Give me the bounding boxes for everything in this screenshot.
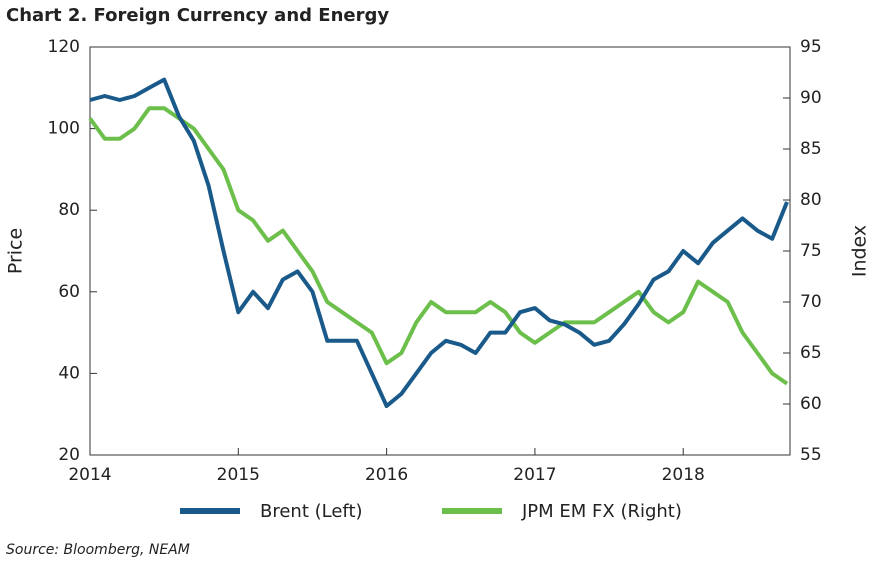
y-tick-label: 120 bbox=[48, 37, 80, 57]
y2-tick-label: 60 bbox=[800, 394, 822, 414]
legend-label: JPM EM FX (Right) bbox=[521, 501, 682, 522]
x-tick-label: 2014 bbox=[68, 465, 111, 485]
y2-axis-label: Index bbox=[849, 225, 871, 277]
y2-tick-label: 80 bbox=[800, 190, 822, 210]
y-tick-label: 40 bbox=[58, 363, 80, 383]
y-tick-label: 20 bbox=[58, 445, 80, 465]
x-tick-label: 2015 bbox=[217, 465, 260, 485]
y-tick-label: 60 bbox=[58, 282, 80, 302]
y2-tick-label: 85 bbox=[800, 139, 822, 159]
series-line bbox=[89, 77, 789, 408]
y2-tick-label: 90 bbox=[800, 88, 822, 108]
y-tick-label: 80 bbox=[58, 200, 80, 220]
x-tick-label: 2016 bbox=[365, 465, 408, 485]
chart-title: Chart 2. Foreign Currency and Energy bbox=[6, 5, 389, 26]
y-axis-label: Price bbox=[5, 228, 27, 274]
source: Source: Bloomberg, NEAM bbox=[6, 542, 190, 558]
y2-tick-label: 95 bbox=[800, 37, 822, 57]
y2-tick-label: 70 bbox=[800, 292, 822, 312]
y2-tick-label: 75 bbox=[800, 241, 822, 261]
x-tick-label: 2018 bbox=[662, 465, 705, 485]
x-tick-label: 2017 bbox=[513, 465, 556, 485]
legend-label: Brent (Left) bbox=[260, 501, 363, 522]
y2-tick-label: 65 bbox=[800, 343, 822, 363]
y-tick-label: 100 bbox=[48, 119, 80, 139]
series-line bbox=[88, 106, 789, 386]
y2-tick-label: 55 bbox=[800, 445, 822, 465]
